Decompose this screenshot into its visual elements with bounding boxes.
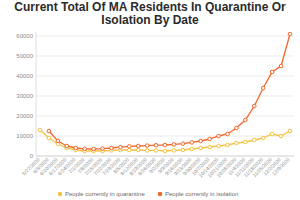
data-point: [252, 138, 256, 142]
y-axis: [36, 32, 37, 156]
data-point: [235, 141, 239, 145]
series-line: [40, 130, 290, 151]
data-point: [145, 144, 149, 148]
legend-swatch: [58, 192, 62, 196]
x-axis: [36, 156, 294, 157]
data-point: [226, 132, 230, 136]
y-tick-label: 10000: [16, 133, 33, 139]
data-point: [172, 143, 176, 147]
data-point: [208, 137, 212, 141]
grid-line: [36, 56, 294, 57]
data-point: [244, 118, 248, 122]
grid-line: [36, 116, 294, 117]
data-point: [163, 149, 167, 153]
plot-area: [38, 32, 292, 153]
chart-svg: 01000020000300004000050000600005/27/2020…: [0, 0, 300, 200]
data-point: [154, 149, 158, 153]
x-tick-label: 12/9/2020: [271, 156, 291, 176]
data-point: [270, 70, 274, 74]
data-point: [208, 145, 212, 149]
data-point: [136, 148, 140, 152]
data-point: [252, 104, 256, 108]
data-point: [199, 139, 203, 143]
legend-label: People currently in isolation: [165, 191, 238, 197]
data-point: [279, 134, 283, 138]
data-point: [244, 140, 248, 144]
data-point: [217, 144, 221, 148]
data-point: [101, 147, 105, 151]
data-point: [288, 129, 292, 133]
series-line: [49, 34, 290, 149]
data-point: [270, 132, 274, 136]
data-point: [279, 64, 283, 68]
data-point: [190, 141, 194, 145]
y-tick-label: 40000: [16, 73, 33, 79]
data-point: [217, 134, 221, 138]
y-tick-label: 20000: [16, 113, 33, 119]
y-tick-label: 30000: [16, 93, 33, 99]
data-point: [65, 144, 69, 148]
data-point: [154, 143, 158, 147]
data-point: [47, 136, 51, 140]
data-point: [288, 32, 292, 36]
data-point: [181, 142, 185, 146]
data-point: [261, 136, 265, 140]
grid-line: [36, 96, 294, 97]
y-tick-label: 60000: [16, 33, 33, 39]
grid-line: [36, 136, 294, 137]
data-point: [181, 148, 185, 152]
data-point: [127, 145, 131, 149]
data-point: [47, 129, 51, 133]
data-point: [226, 143, 230, 147]
data-point: [261, 86, 265, 90]
legend-label: People currently in quarantine: [65, 191, 145, 197]
data-point: [56, 139, 60, 143]
data-point: [145, 149, 149, 153]
data-point: [38, 128, 42, 132]
y-tick-label: 0: [30, 153, 34, 159]
data-point: [110, 146, 114, 150]
data-point: [235, 126, 239, 130]
data-point: [163, 143, 167, 147]
data-point: [83, 147, 87, 151]
chart-title: Current Total Of MA Residents In Quarant…: [0, 1, 300, 27]
data-point: [172, 149, 176, 153]
data-point: [199, 146, 203, 150]
grid-line: [36, 76, 294, 77]
data-point: [127, 148, 131, 152]
y-tick-label: 50000: [16, 53, 33, 59]
data-point: [136, 144, 140, 148]
data-point: [74, 146, 78, 150]
grid-line: [36, 36, 294, 37]
legend-swatch: [158, 192, 162, 196]
grid-line: [36, 156, 294, 157]
data-point: [190, 147, 194, 151]
data-point: [119, 145, 123, 149]
data-point: [92, 147, 96, 151]
